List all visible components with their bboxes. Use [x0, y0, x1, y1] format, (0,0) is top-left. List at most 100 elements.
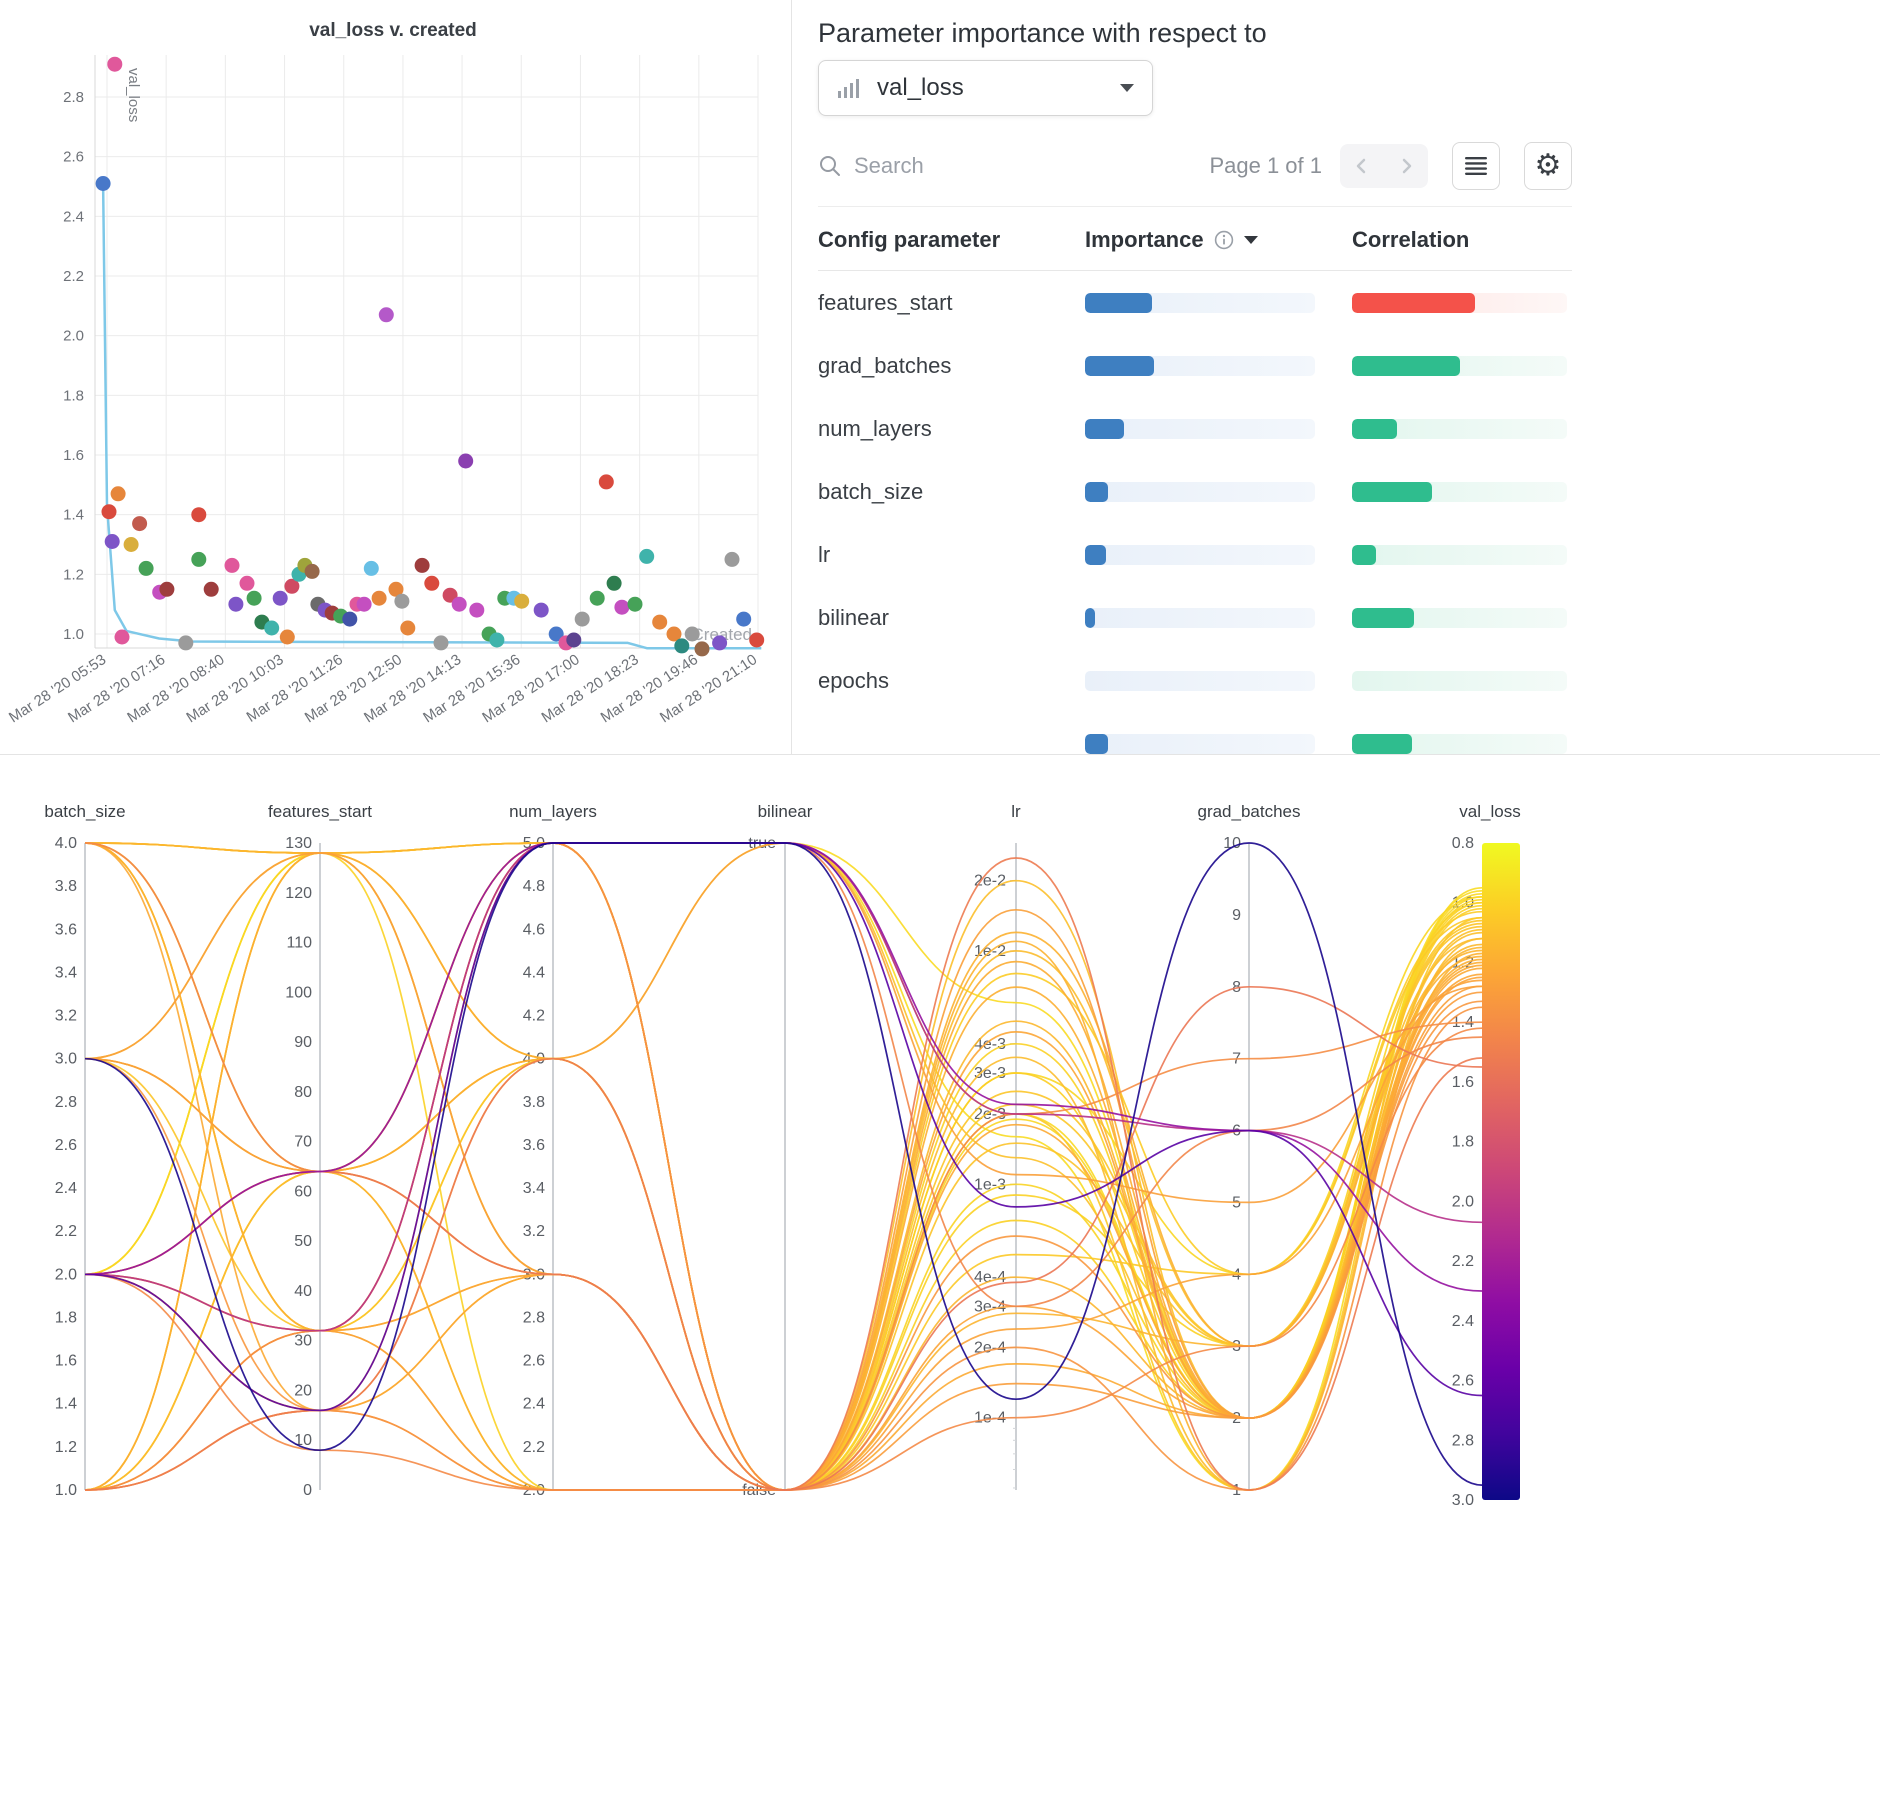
tick-label: 1 — [1232, 1482, 1241, 1499]
table-row[interactable]: bilinear — [818, 586, 1572, 649]
table-row[interactable]: grad_batches — [818, 334, 1572, 397]
run-point — [264, 620, 280, 636]
pager — [1340, 144, 1428, 188]
tick-label: 2.0 — [1452, 1193, 1474, 1210]
run-point — [95, 176, 111, 191]
scatter-panel: 2.8 2.6 2.4 2.2 2.0 1.8 1.6 1.4 1.2 1.0 Mar 28 '20… — [0, 0, 792, 754]
importance-bar — [1085, 418, 1315, 439]
row-settings-button[interactable] — [1452, 142, 1500, 190]
search-box[interactable] — [818, 153, 1209, 179]
prev-page-button[interactable] — [1340, 144, 1384, 188]
tick-label: 130 — [285, 835, 312, 852]
x-tick-label: Mar 28 '20 17:00 — [479, 651, 582, 726]
tick-label: 4e-4 — [974, 1269, 1006, 1286]
importance-bar — [1085, 733, 1315, 754]
run-point — [694, 641, 710, 657]
tick-label: 2.2 — [523, 1439, 545, 1456]
tick-label: 100 — [285, 984, 312, 1001]
importance-panel: Parameter importance with respect to val… — [792, 0, 1880, 754]
axis-title: grad_batches — [1197, 802, 1300, 821]
run-line — [84, 1027, 1483, 1491]
tick-label: 0.8 — [1452, 835, 1474, 852]
run-point — [114, 629, 130, 645]
run-point — [424, 575, 440, 591]
run-point — [414, 557, 430, 573]
search-icon — [820, 156, 840, 176]
run-point — [614, 599, 630, 615]
tick-label: 80 — [294, 1084, 312, 1101]
metric-dropdown[interactable]: val_loss — [818, 60, 1153, 116]
y-tick-label: 2.6 — [63, 149, 84, 166]
run-point — [104, 534, 120, 549]
scatter-chart[interactable]: 2.8 2.6 2.4 2.2 2.0 1.8 1.6 1.4 1.2 1.0 Mar 28 '20… — [0, 0, 792, 755]
tick-label: 2.6 — [1452, 1373, 1474, 1390]
tick-label: 1e-4 — [974, 1410, 1006, 1427]
run-point — [639, 548, 655, 564]
tick-label: 60 — [294, 1183, 312, 1200]
tick-label: 3.2 — [523, 1223, 545, 1240]
importance-bar — [1085, 607, 1315, 628]
table-row[interactable]: batch_size — [818, 460, 1572, 523]
y-tick-label: 2.4 — [63, 208, 84, 225]
table-header: Config parameter Importance Correlation — [818, 209, 1572, 271]
tick-label: 1.8 — [55, 1309, 77, 1326]
run-point — [246, 590, 262, 606]
run-point — [749, 632, 765, 648]
y-tick-label: 2.0 — [63, 328, 84, 345]
val-loss-colorbar — [1482, 843, 1520, 1500]
tick-label: 10 — [1223, 835, 1241, 852]
run-point — [138, 560, 154, 576]
search-input[interactable] — [854, 153, 1094, 179]
panel-title: Parameter importance with respect to — [818, 18, 1267, 48]
tick-label: 1.6 — [1452, 1074, 1474, 1091]
tick-label: 2.4 — [523, 1396, 545, 1413]
tick-label: 2.8 — [55, 1094, 77, 1111]
run-line — [84, 842, 1483, 1292]
run-lines — [84, 842, 1483, 1491]
run-point — [566, 632, 582, 648]
run-point — [533, 602, 549, 618]
run-point — [712, 635, 728, 651]
x-tick-label: Mar 28 '20 19:46 — [598, 651, 701, 726]
next-page-button[interactable] — [1384, 144, 1428, 188]
y-tick-label: 1.0 — [63, 626, 84, 643]
x-tick-label: Mar 28 '20 15:36 — [420, 651, 523, 726]
run-point — [514, 593, 530, 609]
importance-table: Config parameter Importance Correlation … — [818, 209, 1572, 754]
correlation-bar — [1352, 670, 1567, 691]
y-tick-label: 1.4 — [63, 507, 84, 524]
run-point — [132, 516, 148, 532]
table-row[interactable]: num_layers — [818, 397, 1572, 460]
run-point — [598, 474, 614, 490]
sort-caret-icon — [1243, 235, 1258, 244]
tick-label: 1.0 — [55, 1482, 77, 1499]
tick-label: 2.6 — [523, 1353, 545, 1370]
table-row[interactable]: lr — [818, 523, 1572, 586]
top-section: 2.8 2.6 2.4 2.2 2.0 1.8 1.6 1.4 1.2 1.0 Mar 28 '20… — [0, 0, 1880, 755]
x-tick-label: Mar 28 '20 14:13 — [361, 651, 464, 726]
column-header-importance[interactable]: Importance — [1085, 227, 1352, 253]
run-point — [284, 578, 300, 594]
column-header-config-parameter: Config parameter — [818, 226, 1001, 252]
axis-title: val_loss — [1459, 802, 1520, 821]
run-point — [378, 307, 394, 323]
tick-label: 2.0 — [55, 1266, 77, 1283]
correlation-bar — [1352, 481, 1567, 502]
axis-title: batch_size — [44, 802, 125, 821]
run-point — [652, 614, 668, 630]
tick-label: 4.2 — [523, 1008, 545, 1025]
parallel-coordinates-chart[interactable]: batch_size 4.0 3.8 3.6 3.4 3.2 3.0 2.8 2.6 2.4 2.2… — [0, 755, 1880, 1810]
table-row[interactable]: epochs — [818, 649, 1572, 712]
config-parameter-name: grad_batches — [818, 352, 952, 378]
config-parameter-name: bilinear — [818, 604, 889, 630]
table-row[interactable]: features_start — [818, 271, 1572, 334]
table-row[interactable] — [818, 712, 1572, 754]
tick-label: 4.0 — [55, 835, 77, 852]
correlation-bar — [1352, 607, 1567, 628]
y-tick-label: 2.2 — [63, 268, 84, 285]
run-line — [84, 1006, 1483, 1491]
settings-button[interactable]: ⚙ — [1524, 142, 1572, 190]
importance-bar — [1085, 355, 1315, 376]
pagination-label: Page 1 of 1 — [1209, 153, 1322, 178]
x-tick-label: Mar 28 '20 10:03 — [183, 651, 286, 726]
